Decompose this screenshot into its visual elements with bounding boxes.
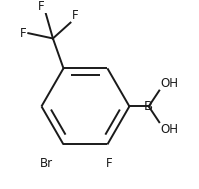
Text: OH: OH [160, 77, 178, 90]
Text: F: F [106, 157, 112, 170]
Text: F: F [72, 9, 79, 22]
Text: F: F [20, 27, 26, 40]
Text: Br: Br [40, 157, 53, 170]
Text: B: B [144, 100, 153, 113]
Text: F: F [37, 0, 44, 13]
Text: OH: OH [160, 123, 178, 136]
